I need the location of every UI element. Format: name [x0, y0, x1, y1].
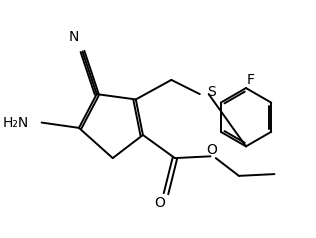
Text: O: O: [206, 143, 217, 157]
Text: O: O: [154, 196, 165, 209]
Text: S: S: [208, 85, 216, 99]
Text: H₂N: H₂N: [3, 116, 29, 129]
Text: N: N: [69, 30, 79, 44]
Text: F: F: [246, 73, 254, 87]
